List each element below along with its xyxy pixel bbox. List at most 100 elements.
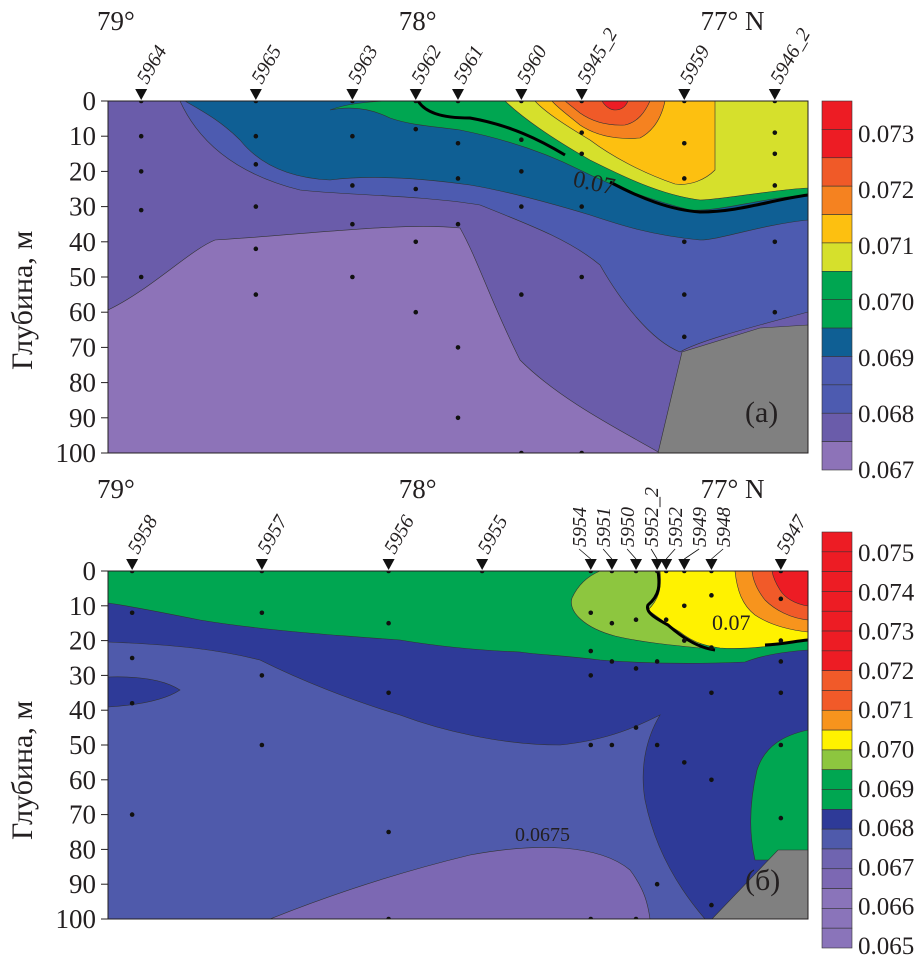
station-label: 5950	[617, 507, 639, 547]
sample-point	[778, 638, 784, 643]
station-label: 5957	[253, 511, 293, 558]
sample-point	[519, 450, 524, 453]
colorbar-band	[821, 769, 853, 790]
region-0.073	[771, 571, 808, 607]
colorbar-band	[821, 412, 853, 442]
colorbar-band	[821, 789, 853, 810]
x-axis-top: 79° 78° 77° N	[97, 474, 764, 504]
sample-point	[386, 916, 391, 919]
sample-point	[138, 274, 144, 280]
station-label: 5962	[407, 42, 446, 88]
sample-point	[709, 593, 714, 598]
colorbar-band	[821, 927, 853, 949]
colorbar-band	[821, 242, 853, 272]
sample-point	[350, 101, 355, 104]
station-label: 5958	[123, 512, 162, 558]
x-tick-label: 77° N	[701, 6, 765, 36]
station-marker	[575, 89, 588, 100]
station-marker	[409, 89, 422, 100]
sample-point	[253, 204, 259, 209]
station-label: 5960	[513, 42, 552, 88]
y-tick-label: 20	[69, 156, 96, 186]
colorbar-band	[821, 610, 853, 632]
colorbar-band	[821, 591, 853, 612]
sample-point	[386, 690, 391, 696]
station-leader	[650, 548, 658, 560]
colorbar-label: 0.072	[858, 658, 914, 685]
station-marker	[255, 559, 268, 570]
sample-point	[579, 204, 585, 209]
sample-point	[709, 902, 714, 908]
sample-point	[129, 571, 135, 574]
sample-point	[681, 292, 687, 297]
station-marker	[382, 559, 395, 570]
sample-point	[386, 571, 391, 574]
sample-point	[588, 742, 594, 748]
sample-point	[253, 292, 259, 297]
colorbar-band	[821, 670, 853, 691]
sample-point	[413, 126, 419, 132]
sample-point	[253, 246, 259, 252]
station-label: 5959	[676, 42, 715, 88]
y-tick-label: 70	[69, 332, 96, 362]
y-tick-label: 0	[83, 556, 97, 586]
sample-point	[129, 610, 135, 616]
colorbar: 0.073 0.072 0.071 0.070 0.069 0.068 0.067	[821, 100, 914, 484]
station-label: 5964	[132, 42, 171, 88]
colorbar-band	[821, 571, 853, 592]
sample-point	[681, 140, 687, 146]
sample-point	[633, 725, 639, 730]
sample-point	[709, 645, 714, 650]
colorbar-label: 0.074	[858, 579, 915, 606]
sample-point	[772, 130, 778, 135]
sample-point	[588, 916, 594, 919]
y-tick-label: 0	[83, 86, 97, 116]
sample-point	[455, 221, 461, 227]
sample-point	[778, 742, 784, 748]
contour-label: 0.07	[712, 610, 751, 635]
sample-point	[663, 571, 669, 574]
station-leader	[665, 548, 676, 560]
station-marker	[515, 89, 528, 100]
sample-point	[129, 700, 135, 706]
sample-point	[579, 274, 585, 280]
x-tick-label: 78°	[399, 474, 437, 504]
panel-label: (б)	[745, 864, 780, 897]
region-0.072	[564, 101, 651, 126]
colorbar-band	[821, 650, 853, 671]
colorbar-band	[821, 299, 853, 329]
colorbar-band	[821, 888, 853, 909]
station-marker	[452, 89, 464, 100]
sample-point	[588, 571, 594, 574]
sample-points	[138, 101, 778, 453]
sample-point	[772, 309, 778, 315]
sample-point	[633, 916, 639, 919]
sample-point	[350, 133, 355, 139]
sample-point	[413, 101, 419, 104]
colorbar-band	[821, 709, 853, 731]
sample-point	[579, 101, 585, 104]
station-marker	[678, 559, 691, 570]
sample-points	[129, 571, 784, 919]
sample-point	[519, 204, 524, 209]
colorbar-band	[821, 551, 853, 572]
sample-point	[681, 571, 687, 574]
region-0.067	[269, 847, 651, 919]
sample-point	[778, 659, 784, 664]
seabed	[657, 324, 808, 453]
sample-point	[588, 610, 594, 616]
sample-point	[455, 101, 461, 104]
colorbar-label: 0.072	[858, 177, 914, 204]
colorbar-label: 0.075	[858, 540, 914, 567]
station-label: 5945_2	[573, 25, 622, 88]
colorbar-label: 0.073	[858, 121, 914, 148]
colorbar-band	[821, 749, 853, 771]
station-label: 5955	[473, 512, 512, 558]
station-label: 5948	[713, 507, 735, 547]
colorbar-band	[821, 630, 853, 652]
sample-point	[681, 638, 687, 643]
colorbar-band	[821, 868, 853, 889]
region-0.0675	[108, 226, 661, 453]
sample-point	[588, 648, 594, 654]
x-tick-label: 79°	[97, 474, 135, 504]
